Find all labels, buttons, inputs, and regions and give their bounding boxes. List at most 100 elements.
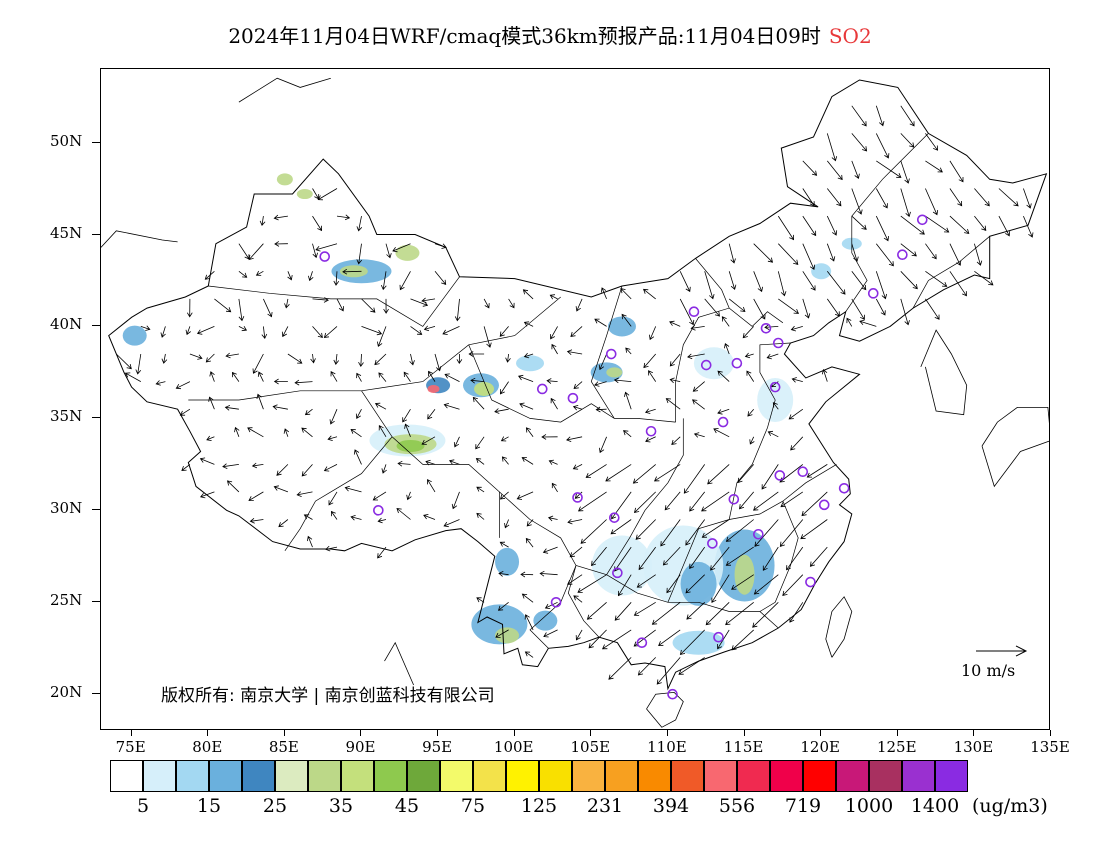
wind-arrow bbox=[713, 428, 730, 438]
wind-arrow bbox=[238, 243, 250, 260]
wind-arrow bbox=[678, 657, 705, 675]
legend-label: 5 bbox=[136, 795, 150, 817]
wind-arrow bbox=[782, 574, 804, 597]
wind-arrow bbox=[1023, 215, 1034, 238]
wind-arrow bbox=[949, 243, 962, 266]
wind-arrow bbox=[249, 517, 264, 524]
wind-arrow bbox=[573, 381, 583, 389]
wind-arrow bbox=[949, 188, 963, 207]
wind-arrow bbox=[315, 243, 338, 252]
boundaries bbox=[101, 77, 1049, 728]
wind-arrow bbox=[476, 486, 485, 493]
province-boundary bbox=[590, 285, 623, 419]
wind-arrow bbox=[645, 436, 656, 443]
wind-arrow bbox=[224, 405, 239, 411]
wind-arrow bbox=[546, 378, 558, 384]
wind-arrow bbox=[259, 216, 266, 227]
wind-arrow bbox=[238, 298, 245, 322]
wind-arrow bbox=[662, 546, 681, 566]
wind-arrow bbox=[749, 436, 755, 445]
wind-arrow bbox=[361, 326, 383, 336]
province-boundary bbox=[759, 500, 799, 612]
wind-arrow bbox=[875, 215, 889, 242]
lat-tick bbox=[92, 325, 100, 327]
city-marker bbox=[769, 381, 781, 393]
city-marker bbox=[713, 631, 724, 643]
wind-arrow bbox=[900, 105, 915, 127]
wind-arrow bbox=[550, 326, 558, 340]
wind-arrow bbox=[826, 271, 846, 295]
wind-arrow bbox=[572, 464, 583, 470]
city-marker bbox=[838, 482, 850, 494]
wind-arrow bbox=[307, 535, 313, 548]
legend-label: 231 bbox=[586, 795, 624, 817]
wind-arrow bbox=[752, 491, 779, 511]
wind-arrow bbox=[790, 325, 803, 332]
wind-arrow bbox=[851, 271, 867, 291]
province-boundary bbox=[361, 390, 500, 538]
legend-swatch bbox=[374, 760, 407, 792]
wind-arrow bbox=[499, 491, 509, 500]
wind-arrow bbox=[523, 321, 534, 327]
wind-arrow bbox=[949, 215, 970, 235]
wind-arrow bbox=[247, 427, 264, 438]
wind-arrow bbox=[539, 570, 558, 577]
lon-tick bbox=[820, 730, 822, 736]
lon-tick-label: 110E bbox=[647, 738, 687, 756]
legend-swatch bbox=[902, 760, 935, 792]
wind-arrow bbox=[378, 425, 387, 438]
city-marker bbox=[717, 416, 729, 428]
coastline bbox=[384, 641, 414, 686]
lon-tick bbox=[590, 730, 592, 736]
wind-arrow bbox=[601, 629, 632, 650]
wind-arrow bbox=[717, 370, 730, 382]
wind-arrow bbox=[851, 188, 863, 215]
wind-arrow bbox=[454, 298, 461, 322]
wind-arrow bbox=[276, 464, 289, 476]
wind-arrow bbox=[802, 298, 811, 319]
legend-label: 75 bbox=[460, 795, 486, 817]
wind-arrow bbox=[660, 519, 681, 547]
legend-swatch bbox=[605, 760, 638, 792]
wind-arrow bbox=[632, 464, 656, 484]
wind-arrow bbox=[525, 427, 534, 438]
wind-arrow bbox=[443, 403, 460, 410]
wind-arrow bbox=[525, 537, 534, 548]
wind-arrow bbox=[135, 353, 142, 375]
wind-arrow bbox=[586, 601, 607, 620]
legend-swatch bbox=[407, 760, 440, 792]
wind-arrow bbox=[274, 241, 288, 247]
wind-arrow bbox=[494, 408, 509, 414]
concentration-patch bbox=[811, 263, 832, 280]
wind-arrow bbox=[900, 215, 925, 235]
city-marker bbox=[707, 538, 718, 549]
wind-arrow bbox=[181, 464, 191, 471]
wind-arrow bbox=[809, 546, 828, 567]
legend-swatch bbox=[869, 760, 902, 792]
wind-arrow bbox=[846, 317, 853, 327]
wind-arrow bbox=[566, 349, 583, 355]
wind-arrow bbox=[403, 371, 411, 382]
wind-arrow bbox=[475, 458, 485, 465]
lon-tick-label: 95E bbox=[422, 738, 453, 756]
wind-arrow bbox=[377, 517, 387, 524]
legend-label: 394 bbox=[652, 795, 690, 817]
concentration-patch bbox=[395, 244, 420, 261]
wind-arrow bbox=[476, 597, 485, 603]
province-boundary bbox=[284, 436, 393, 551]
wind-arrow bbox=[806, 464, 828, 478]
wind-arrow bbox=[283, 428, 290, 437]
legend-swatch bbox=[803, 760, 836, 792]
wind-arrow bbox=[548, 459, 558, 465]
wind-arrow bbox=[278, 519, 289, 528]
city-marker bbox=[319, 251, 331, 262]
concentration-patch bbox=[122, 325, 147, 346]
wind-arrow bbox=[499, 541, 509, 548]
wind-arrow bbox=[599, 436, 607, 454]
wind-arrow bbox=[189, 353, 203, 360]
legend-swatch bbox=[473, 760, 506, 792]
concentration-patch bbox=[495, 547, 520, 576]
wind-arrow bbox=[238, 270, 248, 278]
wind-arrow bbox=[767, 430, 779, 438]
wind-arrow bbox=[611, 491, 632, 520]
